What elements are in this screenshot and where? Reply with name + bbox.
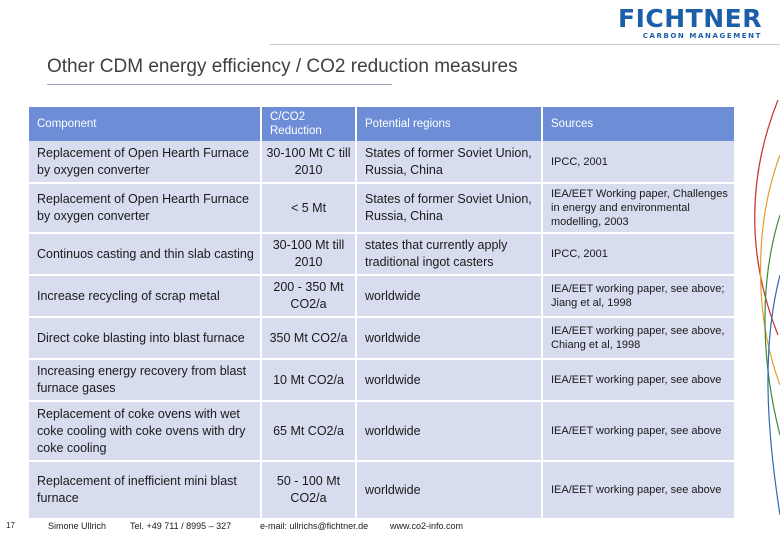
header-sources: Sources [542, 107, 734, 141]
slide-title: Other CDM energy efficiency / CO2 reduct… [47, 56, 518, 77]
footer-author: Simone Ullrich [48, 521, 107, 531]
page-number: 17 [6, 521, 15, 530]
footer-email: e-mail: ullrichs@fichtner.de [260, 521, 369, 531]
title-underline [47, 84, 392, 85]
footer-website: www.co2-info.com [390, 521, 464, 531]
cell-sources: IEA/EET working paper, see above [542, 401, 734, 462]
cell-component: Increasing energy recovery from blast fu… [29, 359, 262, 402]
cell-regions: states that currently apply traditional … [356, 233, 543, 276]
cell-component: Replacement of Open Hearth Furnace by ox… [29, 141, 262, 184]
table-row: Increasing energy recovery from blast fu… [29, 359, 734, 402]
cell-sources: IEA/EET working paper, see above [542, 461, 734, 520]
fichtner-logo: FICHTNER CARBON MANAGEMENT [618, 4, 762, 40]
cell-regions: worldwide [356, 359, 543, 402]
decorative-arcs [754, 99, 780, 516]
header-reduction: C/CO2 Reduction [261, 107, 357, 141]
cell-sources: IEA/EET working paper, see above, Chiang… [542, 317, 734, 360]
table-row: Replacement of inefficient mini blast fu… [29, 461, 734, 520]
table-row: Direct coke blasting into blast furnace … [29, 317, 734, 360]
footer-tel: Tel. +49 711 / 8995 – 327 [130, 521, 232, 531]
cell-regions: worldwide [356, 317, 543, 360]
cell-component: Replacement of Open Hearth Furnace by ox… [29, 183, 262, 234]
logo-wordmark: FICHTNER [618, 4, 762, 33]
cell-sources: IPCC, 2001 [542, 233, 734, 276]
logo-subtitle: CARBON MANAGEMENT [642, 32, 762, 40]
cell-reduction: < 5 Mt [261, 183, 357, 234]
cell-reduction: 30-100 Mt C till 2010 [261, 141, 357, 184]
cell-regions: worldwide [356, 401, 543, 462]
measures-table: Component C/CO2 Reduction Potential regi… [29, 107, 734, 520]
table-row: Replacement of coke ovens with wet coke … [29, 401, 734, 462]
cell-reduction: 30-100 Mt till 2010 [261, 233, 357, 276]
cell-regions: worldwide [356, 275, 543, 318]
table-row: Continuos casting and thin slab casting … [29, 233, 734, 276]
cell-sources: IEA/EET working paper, see above [542, 359, 734, 402]
cell-component: Continuos casting and thin slab casting [29, 233, 262, 276]
table-row: Replacement of Open Hearth Furnace by ox… [29, 141, 734, 184]
cell-reduction: 200 - 350 Mt CO2/a [261, 275, 357, 318]
top-divider [270, 44, 780, 45]
table-header-row: Component C/CO2 Reduction Potential regi… [29, 107, 734, 141]
cell-component: Increase recycling of scrap metal [29, 275, 262, 318]
header-regions: Potential regions [356, 107, 543, 141]
cell-component: Replacement of coke ovens with wet coke … [29, 401, 262, 462]
table-row: Increase recycling of scrap metal 200 - … [29, 275, 734, 318]
table-row: Replacement of Open Hearth Furnace by ox… [29, 183, 734, 234]
cell-component: Direct coke blasting into blast furnace [29, 317, 262, 360]
cell-regions: worldwide [356, 461, 543, 520]
cell-sources: IEA/EET working paper, see above; Jiang … [542, 275, 734, 318]
cell-sources: IPCC, 2001 [542, 141, 734, 184]
cell-reduction: 350 Mt CO2/a [261, 317, 357, 360]
cell-component: Replacement of inefficient mini blast fu… [29, 461, 262, 520]
cell-sources: IEA/EET Working paper, Challenges in ene… [542, 183, 734, 234]
cell-reduction: 50 - 100 Mt CO2/a [261, 461, 357, 520]
cell-regions: States of former Soviet Union, Russia, C… [356, 141, 543, 184]
header-component: Component [29, 107, 262, 141]
cell-regions: States of former Soviet Union, Russia, C… [356, 183, 543, 234]
cell-reduction: 10 Mt CO2/a [261, 359, 357, 402]
cell-reduction: 65 Mt CO2/a [261, 401, 357, 462]
